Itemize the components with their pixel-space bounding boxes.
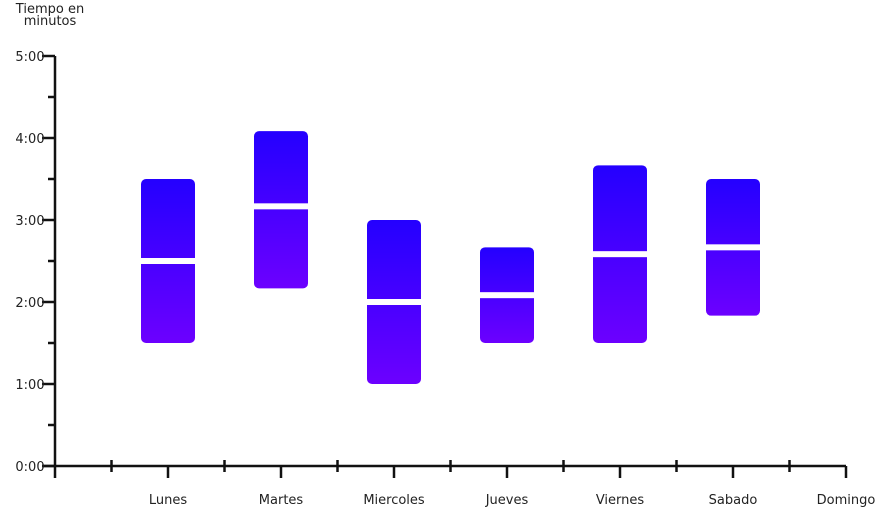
median-line-martes — [254, 203, 308, 210]
x-tick-label: Jueves — [485, 493, 529, 508]
x-tick-label: Domingo — [817, 493, 876, 508]
median-line-miercoles — [367, 299, 421, 305]
y-axis-label-line2: minutos — [24, 14, 77, 29]
median-line-lunes — [141, 258, 195, 264]
x-tick-label: Lunes — [149, 493, 187, 508]
x-tick-label: Sabado — [709, 493, 758, 508]
range-bar-martes — [254, 131, 308, 289]
x-tick-label: Viernes — [596, 493, 645, 508]
y-axis-label-line1: Tiempo en — [15, 2, 84, 17]
y-tick-label: 3:00 — [15, 214, 44, 229]
y-tick-label: 0:00 — [15, 460, 44, 475]
y-tick-label: 5:00 — [15, 50, 44, 65]
y-tick-label: 2:00 — [15, 296, 44, 311]
y-tick-label: 1:00 — [15, 378, 44, 393]
y-tick-label: 4:00 — [15, 132, 44, 147]
median-line-viernes — [593, 251, 647, 258]
median-line-sabado — [706, 244, 760, 251]
x-tick-label: Miercoles — [363, 493, 425, 508]
x-tick-label: Martes — [259, 493, 304, 508]
median-line-jueves — [480, 292, 534, 299]
